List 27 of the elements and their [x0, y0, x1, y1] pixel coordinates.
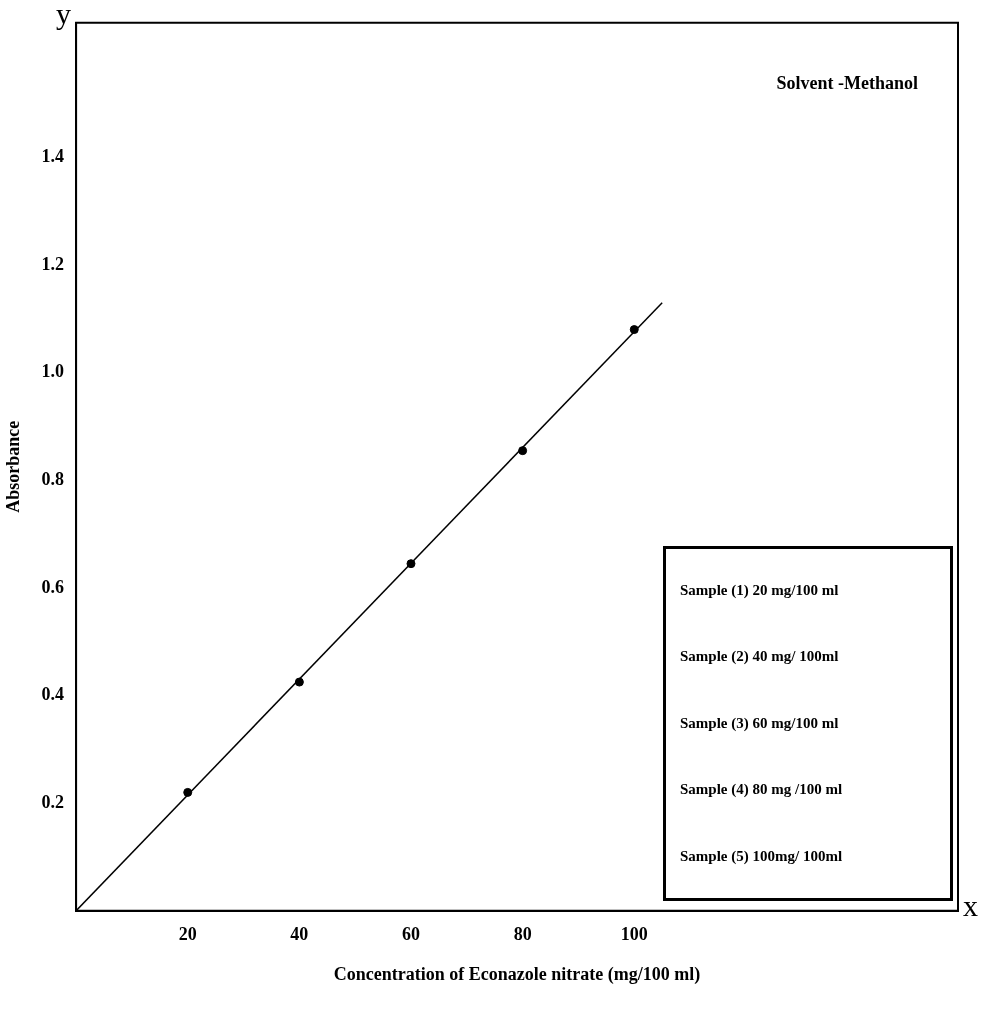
x-tick-label: 80 — [513, 924, 532, 945]
annotation: Solvent -Methanol — [776, 72, 918, 94]
y-tick-label: 1.4 — [41, 146, 65, 166]
annotation: Sample (4) 80 mg /100 ml — [680, 781, 844, 799]
x-tick-label: 20 — [178, 924, 197, 945]
y-tick-label: 1.0 — [41, 361, 65, 382]
point — [518, 446, 528, 456]
y-tick-label: 0.4 — [41, 684, 65, 705]
y-tick-label: 0.8 — [41, 468, 65, 489]
annotation: Sample (3) 60 mg/100 ml — [680, 714, 840, 732]
text: y — [56, 0, 72, 31]
x-tick-label: 100 — [620, 924, 648, 945]
point — [406, 559, 416, 569]
y-tick-label: 0.6 — [41, 576, 65, 597]
x-tick-label: 40 — [290, 924, 309, 945]
y-tick-label: 0.2 — [41, 791, 65, 812]
point — [629, 325, 639, 335]
annotation: Sample (5) 100mg/ 100ml — [680, 847, 844, 865]
x-axis-title: Concentration of Econazole nitrate (mg/100 ml) — [333, 963, 701, 985]
annotation: Sample (1) 20 mg/100 ml — [680, 581, 840, 599]
x-tick-label: 60 — [402, 924, 420, 945]
point — [294, 677, 304, 687]
y-axis-title: Absorbance — [3, 420, 24, 513]
y-tick-label: 1.2 — [41, 253, 65, 274]
annotation: Sample (2) 40 mg/ 100ml — [680, 648, 840, 666]
point — [183, 787, 193, 797]
text: x — [963, 888, 978, 923]
